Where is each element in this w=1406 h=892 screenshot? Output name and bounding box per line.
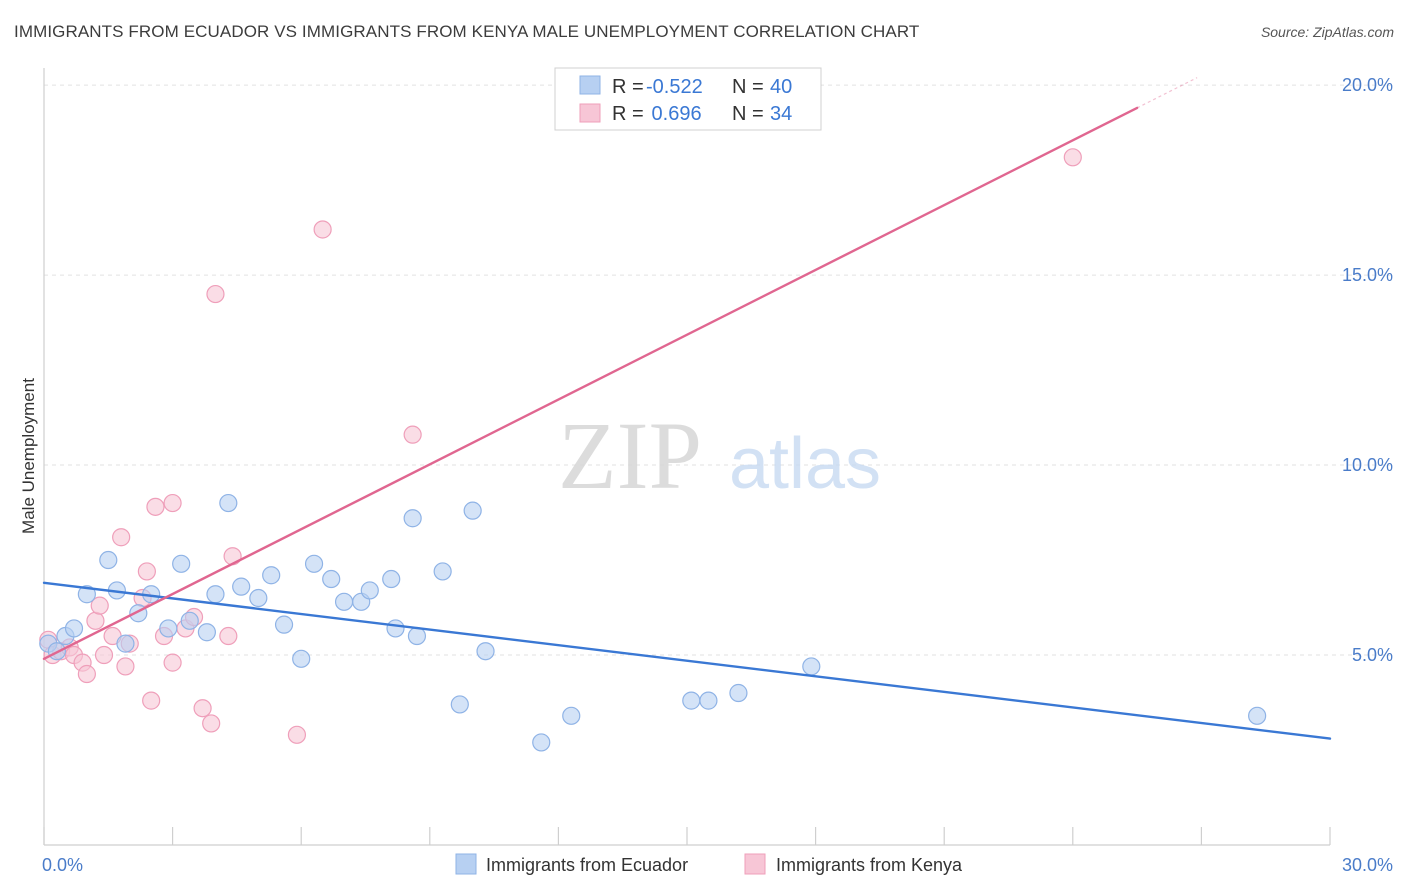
kenya-trendline-extension <box>1136 77 1198 109</box>
legend-kenya-r-value: 0.696 <box>646 103 702 125</box>
kenya-point-20 <box>163 493 182 513</box>
kenya-point-7 <box>86 611 105 630</box>
ecuador-point-22 <box>322 569 341 589</box>
source-credit: Source: ZipAtlas.com <box>1260 24 1394 40</box>
kenya-point-16 <box>142 691 161 710</box>
ecuador-point-12 <box>180 611 199 630</box>
ecuador-point-3 <box>64 619 84 638</box>
legend-bottom-kenya-swatch <box>744 853 766 875</box>
ecuador-point-31 <box>450 695 469 714</box>
kenya-point-31 <box>1063 148 1082 167</box>
watermark-atlas: atlas <box>729 424 881 504</box>
legend-bottom-ecuador-swatch <box>455 853 477 875</box>
legend-ecuador-r-label: R = <box>612 76 644 98</box>
legend-ecuador-n-label: N = <box>732 76 764 98</box>
ecuador-point-20 <box>292 649 311 668</box>
ecuador-point-33 <box>476 642 495 661</box>
kenya-point-11 <box>112 528 131 547</box>
ecuador-point-11 <box>172 554 191 573</box>
ecuador-point-26 <box>382 569 401 589</box>
ecuador-point-17 <box>249 588 268 608</box>
kenya-point-15 <box>137 562 156 581</box>
legend-kenya-swatch <box>579 103 601 123</box>
ecuador-point-16 <box>232 577 251 596</box>
legend-kenya-n-label: N = <box>732 103 764 125</box>
kenya-trendline <box>42 106 1139 661</box>
legend-ecuador-r-value: -0.522 <box>646 76 703 98</box>
ecuador-point-15 <box>219 493 238 513</box>
kenya-point-26 <box>219 626 238 646</box>
ecuador-point-37 <box>699 691 718 710</box>
legend-stats: R = -0.522 N = 40 R = 0.696 N = 34 <box>554 67 822 131</box>
kenya-point-17 <box>146 497 165 516</box>
kenya-point-23 <box>193 699 212 718</box>
ecuador-point-36 <box>682 691 701 710</box>
kenya-point-29 <box>313 220 332 239</box>
ecuador-point-18 <box>262 566 281 585</box>
ecuador-point-25 <box>360 581 379 600</box>
kenya-point-9 <box>94 645 114 665</box>
ecuador-point-27 <box>386 619 405 638</box>
chart-title: IMMIGRANTS FROM ECUADOR VS IMMIGRANTS FR… <box>14 22 920 41</box>
ecuador-point-10 <box>159 619 178 638</box>
kenya-point-19 <box>163 653 182 672</box>
ecuador-point-28 <box>403 509 422 528</box>
legend-ecuador-n-value: 40 <box>770 76 792 98</box>
legend-ecuador-swatch <box>579 75 601 95</box>
ecuador-point-5 <box>99 550 118 570</box>
watermark: ZIP atlas <box>558 402 881 509</box>
ecuador-point-39 <box>802 657 821 676</box>
x-tick-label-1: 30.0% <box>1342 855 1393 875</box>
y-axis-label: Male Unemployment <box>19 378 38 534</box>
watermark-zip: ZIP <box>558 402 702 509</box>
ecuador-point-30 <box>433 562 452 581</box>
grid-lines <box>44 84 1394 656</box>
y-tick-label-2: 15.0% <box>1342 265 1393 285</box>
y-tick-labels: 5.0% 10.0% 15.0% 20.0% <box>1342 75 1393 665</box>
ecuador-point-4 <box>77 585 96 604</box>
legend-kenya-r-label: R = <box>612 103 644 125</box>
kenya-point-28 <box>287 725 307 744</box>
kenya-point-25 <box>206 284 225 304</box>
ecuador-point-29 <box>407 626 427 646</box>
trendlines <box>42 77 1332 740</box>
ecuador-point-21 <box>304 554 324 573</box>
kenya-point-8 <box>90 596 109 615</box>
ecuador-point-14 <box>206 585 225 604</box>
ecuador-point-38 <box>729 683 748 703</box>
x-tick-label-0: 0.0% <box>42 855 83 875</box>
legend-series: Immigrants from Ecuador Immigrants from … <box>455 853 963 875</box>
ecuador-point-34 <box>532 733 551 752</box>
ecuador-point-23 <box>334 592 354 611</box>
ecuador-point-35 <box>562 706 581 725</box>
x-ticks <box>43 827 1331 845</box>
ecuador-point-32 <box>463 501 482 520</box>
legend-bottom-ecuador-label: Immigrants from Ecuador <box>486 855 688 875</box>
series-ecuador-points <box>39 493 1267 752</box>
y-tick-label-1: 10.0% <box>1342 455 1393 475</box>
ecuador-point-7 <box>116 634 135 653</box>
ecuador-point-19 <box>274 615 294 634</box>
kenya-point-24 <box>202 714 221 733</box>
x-tick-labels: 0.0% 30.0% <box>42 855 1393 875</box>
kenya-point-12 <box>116 657 135 676</box>
legend-bottom-kenya-label: Immigrants from Kenya <box>776 855 963 875</box>
y-tick-label-0: 5.0% <box>1352 645 1393 665</box>
kenya-point-6 <box>77 664 96 684</box>
legend-kenya-n-value: 34 <box>770 103 792 125</box>
kenya-point-30 <box>403 425 422 444</box>
ecuador-trendline <box>42 581 1332 740</box>
ecuador-point-40 <box>1248 706 1267 725</box>
ecuador-point-13 <box>197 623 216 642</box>
y-tick-label-3: 20.0% <box>1342 75 1393 95</box>
kenya-point-27 <box>223 547 242 566</box>
